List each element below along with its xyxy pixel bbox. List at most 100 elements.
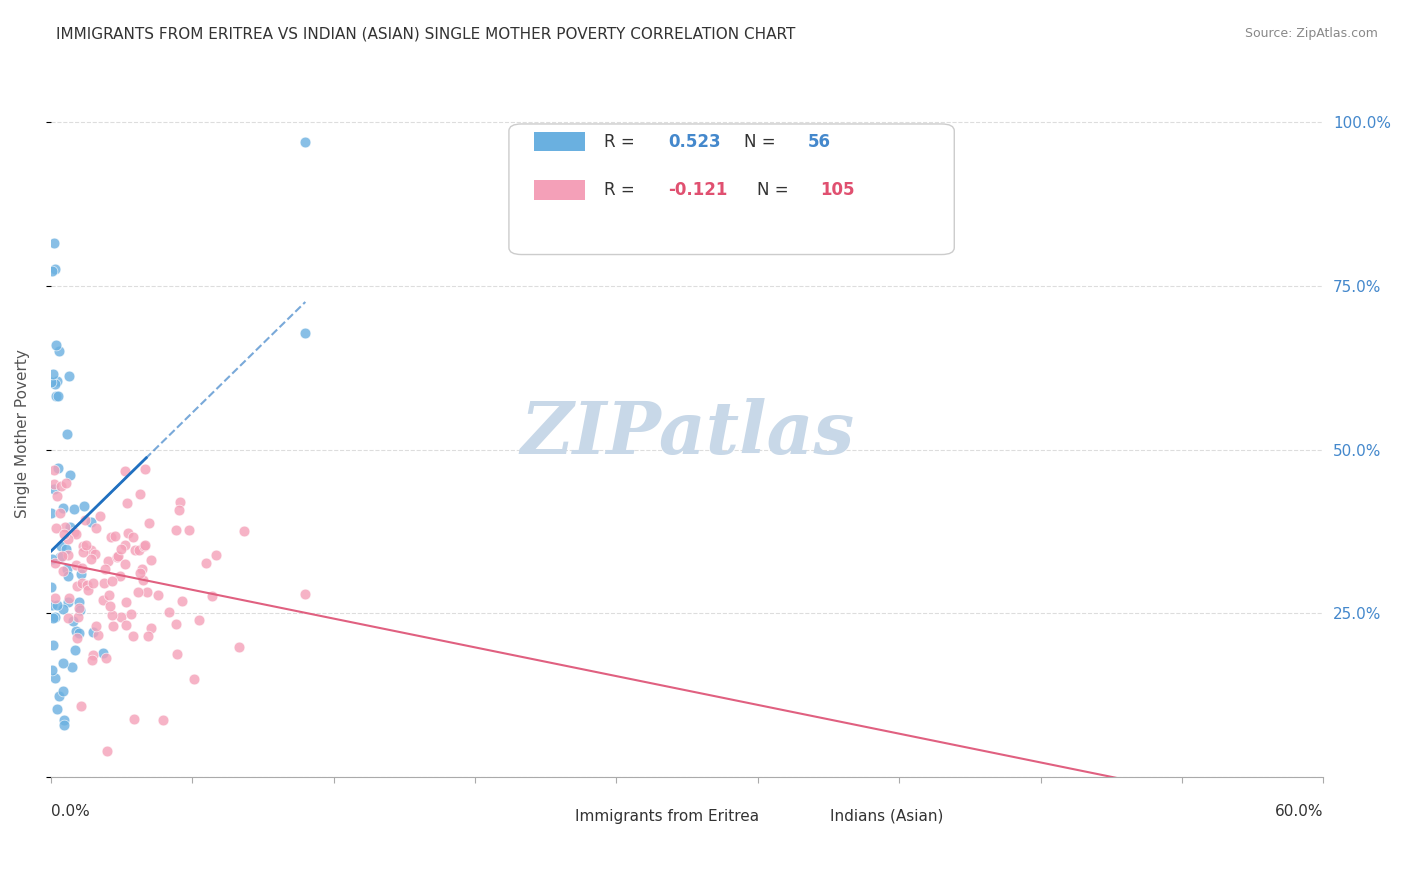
Point (114, 538, 136, 552)
Point (52, 526, 75, 541)
Point (167, 503, 190, 517)
Point (294, 587, 316, 601)
Point (39, 375, 62, 389)
Point (59, 520, 82, 534)
Point (48, 343, 70, 358)
Point (91, 593, 114, 607)
Point (93, 576, 115, 591)
Point (65, 526, 87, 541)
Point (44, 376, 66, 391)
Point (45, 389, 67, 403)
Point (115, 595, 138, 609)
Point (42, 477, 65, 491)
Point (49, 550, 72, 565)
Point (46, 461, 69, 475)
Point (104, 528, 127, 542)
Point (89, 509, 111, 524)
Point (148, 589, 170, 603)
Point (70, 699, 93, 714)
Point (84, 521, 107, 535)
Point (110, 610, 132, 624)
Point (152, 714, 174, 728)
Bar (789, 808, 821, 825)
Point (52, 684, 75, 698)
Text: N =: N = (744, 133, 782, 151)
Point (201, 589, 224, 603)
Point (55, 542, 77, 557)
Point (166, 647, 188, 661)
Point (56, 561, 79, 575)
Point (67, 601, 90, 615)
Point (56, 532, 79, 546)
Point (72, 544, 94, 558)
Point (49, 506, 72, 520)
Point (110, 542, 132, 557)
Point (82, 576, 104, 591)
Point (188, 613, 211, 627)
Point (45, 598, 67, 612)
Point (56, 426, 79, 441)
Point (46, 389, 69, 403)
Point (69, 603, 91, 617)
Point (53, 718, 76, 732)
Point (56, 595, 79, 609)
Text: Immigrants from Eritrea: Immigrants from Eritrea (575, 808, 759, 823)
Point (66, 579, 89, 593)
Text: 105: 105 (821, 181, 855, 199)
Point (169, 495, 191, 509)
Point (82, 648, 104, 663)
Point (294, 326, 316, 341)
Point (58, 369, 80, 384)
Point (49, 539, 72, 553)
Point (84, 619, 107, 633)
Point (51, 478, 73, 492)
Point (44, 262, 66, 277)
Point (165, 524, 187, 538)
Point (44, 610, 66, 624)
Bar (534, 808, 567, 825)
Point (39, 506, 62, 520)
Point (115, 617, 138, 632)
Point (66, 609, 89, 624)
Point (52, 501, 75, 516)
Point (73, 499, 96, 513)
Text: ZIPatlas: ZIPatlas (520, 398, 853, 468)
Point (80, 552, 103, 566)
Point (97, 554, 120, 568)
Point (94, 562, 117, 576)
Point (138, 516, 160, 530)
Point (41, 263, 63, 277)
Point (59, 467, 82, 482)
Point (52, 564, 75, 578)
Point (205, 549, 228, 563)
Point (39, 580, 62, 594)
Point (67, 594, 90, 608)
Point (134, 462, 156, 476)
Point (127, 585, 149, 599)
Bar (534, 180, 585, 200)
Point (72, 575, 94, 590)
Point (121, 630, 143, 644)
Point (44, 671, 66, 685)
Point (41, 551, 63, 566)
Point (75, 538, 97, 552)
Point (51, 549, 73, 564)
Text: 0.523: 0.523 (668, 133, 721, 151)
Point (72, 539, 94, 553)
Text: R =: R = (605, 133, 640, 151)
Point (183, 672, 205, 686)
Point (100, 529, 122, 543)
Point (294, 135, 316, 149)
Point (55, 476, 77, 491)
Point (96, 651, 118, 665)
Text: 0.0%: 0.0% (51, 805, 90, 820)
Point (134, 537, 156, 551)
Bar (534, 132, 585, 152)
Point (139, 553, 162, 567)
FancyBboxPatch shape (509, 124, 955, 254)
Text: N =: N = (756, 181, 794, 199)
Point (105, 550, 128, 565)
Point (63, 502, 86, 516)
Point (42, 638, 65, 652)
Point (41, 663, 63, 677)
